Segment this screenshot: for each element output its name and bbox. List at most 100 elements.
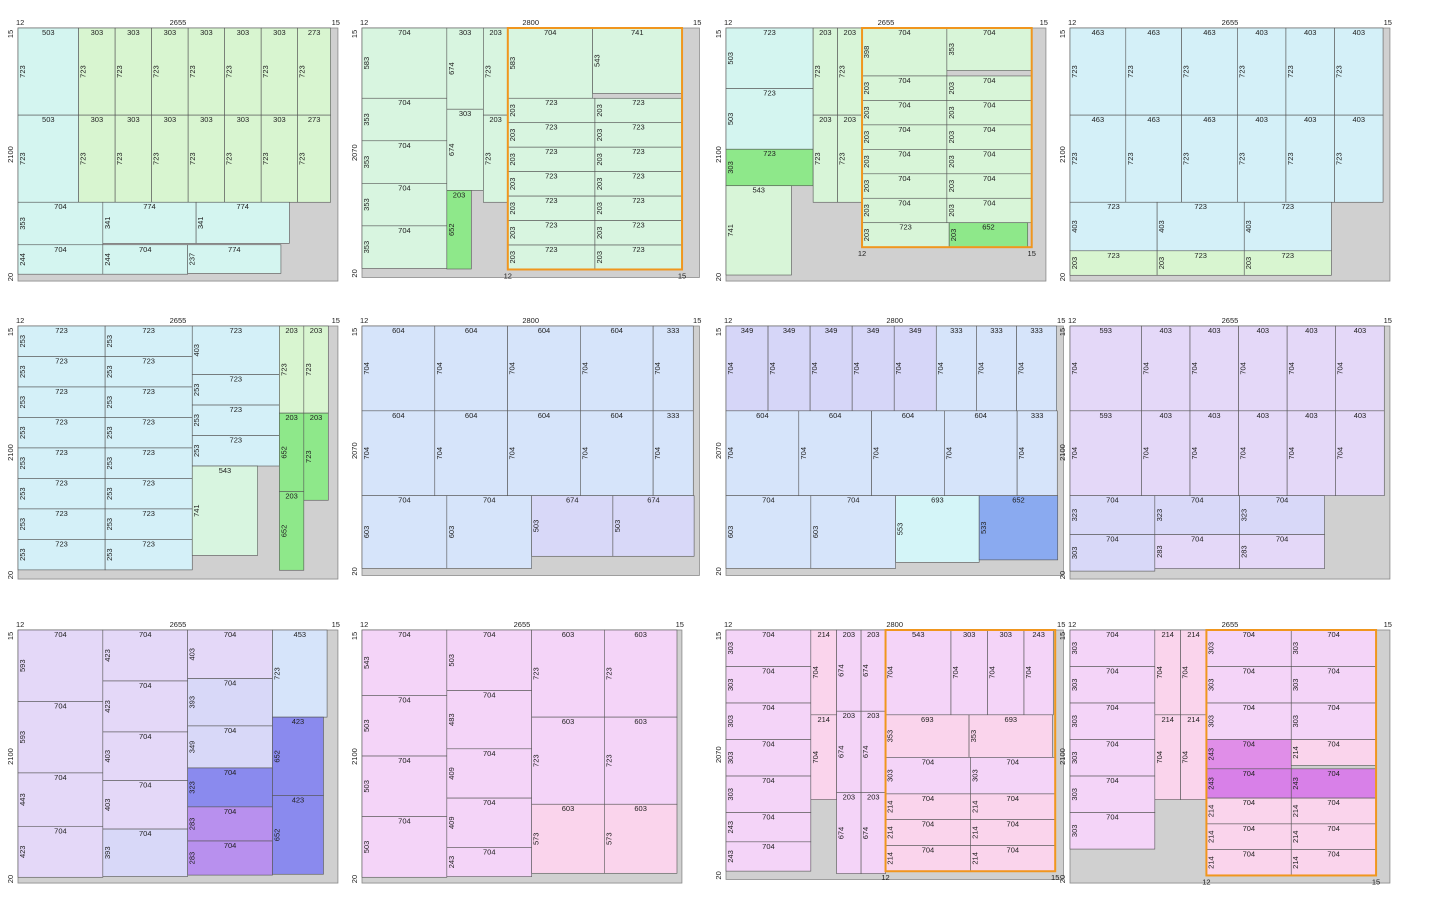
piece-width: 303 — [200, 115, 213, 124]
piece-height: 203 — [862, 180, 871, 193]
piece — [809, 325, 853, 412]
piece-height: 603 — [726, 526, 735, 539]
piece — [297, 27, 331, 116]
piece-width: 723 — [1194, 202, 1207, 211]
sheet-height: 2070 — [350, 442, 359, 459]
highlight-frame — [506, 27, 684, 271]
piece-width: 704 — [1106, 813, 1119, 822]
piece-height: 503 — [726, 52, 735, 65]
edge-label: 12 — [858, 249, 866, 258]
piece-height: 203 — [508, 227, 517, 240]
bottom-trim: 20 — [350, 269, 359, 277]
piece-height: 704 — [1070, 362, 1079, 375]
piece-height: 723 — [483, 65, 492, 78]
piece — [1206, 823, 1292, 850]
piece — [17, 539, 106, 571]
piece-width: 704 — [983, 174, 996, 183]
piece — [767, 325, 811, 412]
bottom-trim: 20 — [350, 567, 359, 575]
piece-height: 704 — [852, 362, 861, 375]
piece-height: 203 — [947, 155, 956, 168]
piece-height: 203 — [947, 180, 956, 193]
piece-height: 353 — [947, 43, 956, 56]
bottom-trim: 20 — [1058, 273, 1067, 281]
piece-height: 203 — [508, 153, 517, 166]
piece-width: 704 — [762, 776, 775, 785]
piece-height: 723 — [483, 152, 492, 165]
piece — [1206, 768, 1292, 799]
piece — [612, 495, 695, 557]
piece-height: 573 — [532, 833, 541, 846]
piece-height: 503 — [726, 113, 735, 126]
piece — [17, 244, 104, 275]
piece-width: 704 — [224, 768, 237, 777]
piece-height: 303 — [1070, 788, 1079, 801]
piece-width: 723 — [142, 417, 155, 426]
piece-height: 203 — [595, 227, 604, 240]
piece — [837, 27, 863, 116]
piece-height: 353 — [362, 241, 371, 254]
piece-height: 533 — [979, 522, 988, 535]
piece — [725, 27, 814, 89]
piece-height: 723 — [1182, 152, 1191, 165]
piece-height: 674 — [861, 746, 870, 759]
piece-width: 774 — [228, 245, 241, 254]
piece-height: 704 — [1155, 666, 1164, 679]
piece — [725, 495, 812, 569]
piece-width: 403 — [1304, 115, 1317, 124]
piece-height: 303 — [726, 161, 735, 174]
piece-width: 723 — [55, 417, 68, 426]
piece — [187, 767, 273, 808]
piece-width: 243 — [1032, 630, 1045, 639]
piece-height: 704 — [1181, 666, 1190, 679]
piece-width: 203 — [489, 28, 502, 37]
piece-width: 333 — [667, 411, 680, 420]
piece-width: 723 — [632, 123, 645, 132]
piece-width: 303 — [91, 115, 104, 124]
piece-height: 503 — [362, 841, 371, 854]
piece-height: 214 — [886, 801, 895, 814]
piece-height: 652 — [272, 829, 281, 842]
piece-width: 704 — [1191, 496, 1204, 505]
piece — [1069, 201, 1158, 252]
piece-width: 704 — [1007, 820, 1020, 829]
piece — [114, 114, 152, 203]
piece — [187, 629, 273, 679]
piece — [446, 27, 484, 110]
piece-width: 704 — [54, 630, 67, 639]
piece-width: 349 — [909, 326, 922, 335]
piece-height: 243 — [447, 856, 456, 869]
piece-height: 674 — [447, 144, 456, 157]
piece-width: 723 — [899, 223, 912, 232]
piece — [361, 97, 448, 142]
piece-width: 403 — [1255, 115, 1268, 124]
piece-width: 704 — [922, 757, 935, 766]
piece — [948, 222, 1029, 248]
piece-width: 723 — [55, 448, 68, 457]
piece-height: 353 — [18, 217, 27, 230]
piece-height: 603 — [362, 526, 371, 539]
piece-height: 704 — [1017, 447, 1026, 460]
piece-width: 723 — [545, 98, 558, 107]
piece-height: 704 — [726, 362, 735, 375]
piece-height: 214 — [970, 852, 979, 865]
piece — [1243, 201, 1332, 252]
piece-width: 203 — [844, 115, 857, 124]
piece — [810, 629, 837, 716]
piece-height: 723 — [1182, 65, 1191, 78]
piece-width: 723 — [55, 509, 68, 518]
piece-height: 652 — [279, 446, 288, 459]
piece-width: 704 — [762, 496, 775, 505]
piece-height: 704 — [944, 447, 953, 460]
sheet-width: 2800 — [522, 18, 539, 27]
piece — [935, 325, 977, 412]
piece — [260, 114, 298, 203]
piece-width: 723 — [763, 28, 776, 37]
piece-height: 244 — [103, 253, 112, 266]
piece-width: 604 — [465, 326, 478, 335]
piece-height: 398 — [862, 46, 871, 59]
highlight-frame — [1205, 629, 1378, 877]
piece-width: 674 — [566, 496, 579, 505]
piece — [946, 124, 1033, 150]
piece — [895, 495, 980, 563]
